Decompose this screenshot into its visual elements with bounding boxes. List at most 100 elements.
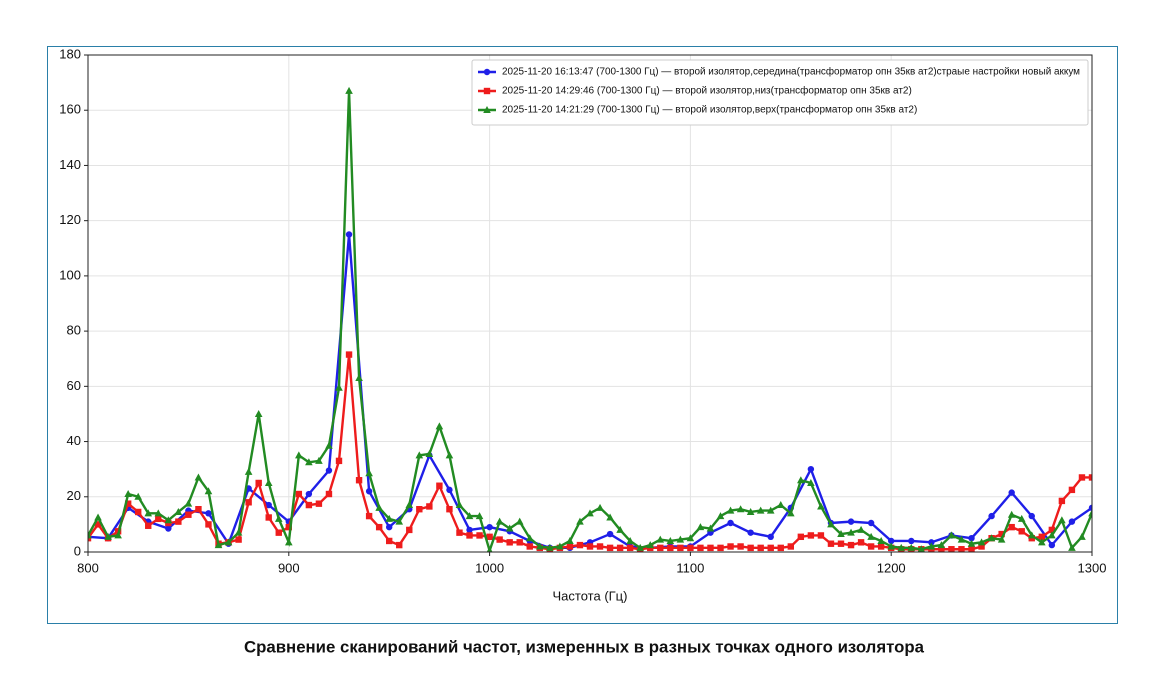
point (265, 514, 272, 521)
point (456, 529, 463, 536)
point (315, 456, 323, 464)
point (445, 451, 454, 459)
point (1058, 516, 1066, 524)
point (155, 515, 162, 523)
point (776, 501, 785, 509)
y-tick-label: 80 (67, 323, 81, 338)
point (897, 543, 906, 551)
point (325, 467, 333, 474)
point (446, 486, 453, 494)
y-tick-label: 60 (67, 378, 81, 393)
point (747, 544, 754, 552)
point (928, 539, 935, 546)
point (1007, 510, 1016, 518)
point (967, 539, 976, 547)
point (807, 478, 815, 486)
point (465, 512, 474, 520)
point (184, 499, 193, 507)
point (596, 503, 604, 511)
point (516, 539, 523, 546)
point (264, 478, 273, 486)
point (747, 529, 754, 536)
point (325, 490, 333, 498)
point (566, 536, 574, 544)
point (335, 383, 343, 391)
point (455, 501, 464, 509)
point (677, 544, 684, 552)
point (254, 409, 263, 417)
point (1008, 489, 1015, 496)
point (515, 517, 524, 525)
point (88, 531, 92, 539)
point (1078, 474, 1086, 481)
x-tick-label: 1100 (676, 560, 704, 575)
point (425, 449, 434, 457)
y-tick-label: 0 (74, 543, 81, 558)
point (756, 506, 765, 514)
point (164, 516, 173, 524)
point (365, 469, 373, 477)
point (205, 510, 212, 517)
point (707, 544, 714, 552)
point (837, 530, 845, 538)
point (234, 528, 243, 536)
point (887, 542, 895, 550)
point (144, 509, 153, 517)
point (386, 537, 393, 545)
point (375, 503, 383, 511)
point (837, 540, 845, 547)
point (847, 541, 855, 549)
point (908, 537, 915, 545)
point (656, 535, 665, 543)
point (987, 534, 996, 542)
point (807, 532, 815, 539)
legend-label: 2025-11-20 14:21:29 (700-1300 Гц) — втор… (502, 104, 917, 116)
point (877, 536, 885, 544)
point (1078, 532, 1086, 540)
point (385, 514, 393, 522)
y-tick-label: 40 (67, 433, 81, 448)
point (847, 528, 855, 536)
point (807, 465, 815, 473)
point (616, 525, 624, 533)
legend-marker (483, 68, 491, 76)
point (315, 500, 323, 507)
point (1058, 497, 1066, 505)
point (355, 477, 363, 484)
point (817, 502, 825, 510)
point (1088, 509, 1092, 517)
point (204, 487, 213, 495)
point (857, 539, 865, 546)
point (224, 538, 233, 546)
point (1068, 486, 1076, 494)
point (285, 538, 293, 546)
point (757, 544, 764, 552)
point (676, 535, 685, 543)
point (1017, 514, 1026, 522)
point (1048, 526, 1056, 534)
point (466, 526, 473, 534)
point (506, 539, 513, 546)
point (767, 533, 774, 541)
point (877, 543, 885, 550)
point (395, 517, 404, 525)
point (436, 482, 443, 489)
point (766, 506, 775, 514)
point (165, 525, 172, 532)
point (305, 501, 313, 509)
point (717, 544, 724, 552)
point (727, 519, 734, 527)
point (546, 543, 554, 551)
point (244, 467, 253, 475)
point (114, 531, 122, 539)
point (556, 542, 564, 550)
frame (47, 46, 1118, 624)
point (746, 507, 755, 515)
point (576, 541, 584, 549)
point (948, 546, 955, 552)
x-tick-label: 1000 (475, 560, 504, 575)
point (134, 492, 142, 500)
y-tick-label: 20 (67, 488, 81, 503)
point (475, 512, 484, 520)
point (978, 543, 985, 550)
